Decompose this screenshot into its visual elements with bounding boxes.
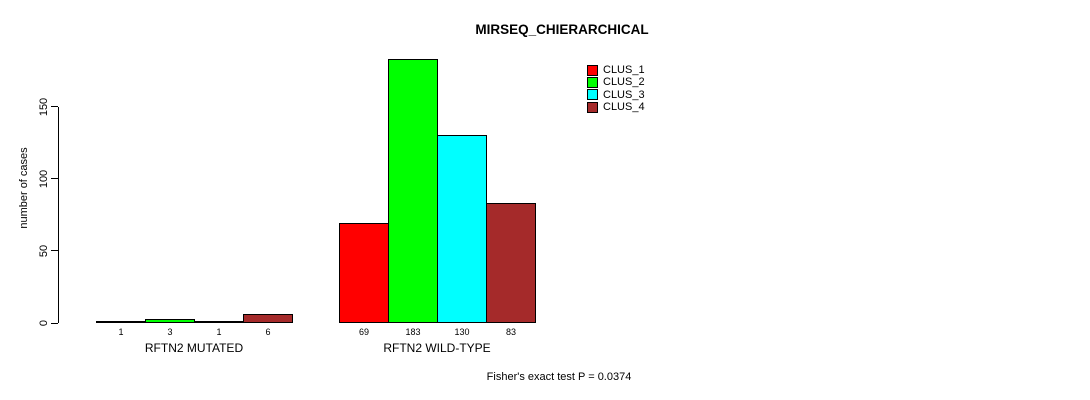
- legend-swatch-clus_1: [587, 64, 598, 76]
- y-tick-label: 0: [38, 319, 50, 327]
- y-tick-label: 150: [38, 97, 50, 116]
- y-axis-line: [58, 106, 59, 323]
- group-label: RFTN2 WILD-TYPE: [383, 341, 491, 355]
- legend-swatch-clus_3: [587, 89, 598, 101]
- legend-item-clus_3: CLUS_3: [587, 89, 645, 101]
- bar-value-label: 83: [505, 327, 516, 337]
- bar-value-label: 183: [405, 327, 421, 337]
- y-tick: [51, 178, 58, 180]
- bar-value-label: 6: [265, 327, 271, 337]
- legend-item-clus_1: CLUS_1: [587, 64, 645, 76]
- legend-swatch-clus_2: [587, 76, 598, 88]
- footnote: Fisher's exact test P = 0.0374: [486, 371, 632, 383]
- legend-item-clus_2: CLUS_2: [587, 76, 645, 88]
- chart-title: MIRSEQ_CHIERARCHICAL: [475, 22, 649, 37]
- legend-item-clus_4: CLUS_4: [587, 101, 645, 113]
- y-tick: [51, 250, 58, 252]
- bar-value-label: 3: [167, 327, 173, 337]
- bar-rftn2-mutated-clus_4: [243, 314, 293, 323]
- y-axis-label: number of cases: [18, 147, 30, 229]
- y-tick-label: 50: [38, 244, 50, 257]
- bar-rftn2-mutated-clus_3: [194, 321, 244, 323]
- bar-rftn2-wild-type-clus_2: [388, 59, 438, 323]
- legend-label: CLUS_4: [603, 101, 645, 114]
- legend-label: CLUS_1: [603, 64, 645, 77]
- legend: CLUS_1 CLUS_2 CLUS_3 CLUS_4: [587, 64, 645, 113]
- y-tick: [51, 106, 58, 107]
- bar-value-label: 1: [118, 327, 124, 337]
- bar-rftn2-mutated-clus_2: [145, 319, 195, 323]
- bar-rftn2-mutated-clus_1: [96, 321, 146, 323]
- bar-value-label: 69: [358, 327, 369, 337]
- legend-label: CLUS_2: [603, 76, 645, 89]
- bar-value-label: 130: [454, 327, 470, 337]
- bar-rftn2-wild-type-clus_3: [437, 135, 487, 323]
- legend-swatch-clus_4: [587, 101, 598, 113]
- legend-label: CLUS_3: [603, 88, 645, 101]
- bar-rftn2-wild-type-clus_1: [339, 223, 389, 323]
- bar-rftn2-wild-type-clus_4: [486, 203, 536, 323]
- group-label: RFTN2 MUTATED: [144, 341, 244, 355]
- bar-value-label: 1: [216, 327, 222, 337]
- y-tick: [51, 322, 58, 324]
- y-tick-label: 100: [38, 169, 50, 188]
